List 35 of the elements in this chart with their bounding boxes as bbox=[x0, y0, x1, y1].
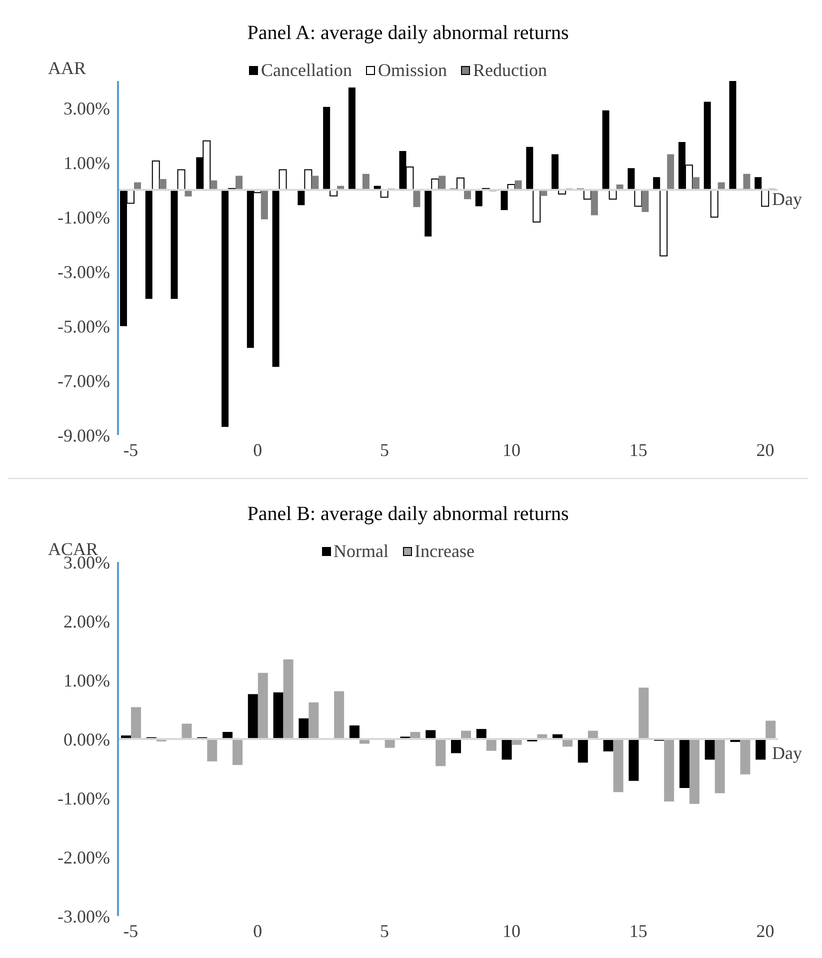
y-tick-label: 1.00% bbox=[64, 153, 110, 174]
y-tick-label: -3.00% bbox=[58, 262, 110, 282]
x-tick-label: 10 bbox=[502, 920, 520, 941]
x-tick-label: 10 bbox=[502, 440, 520, 460]
chart-title: Panel B: average daily abnormal returns bbox=[246, 502, 570, 527]
y-tick-label: -1.00% bbox=[58, 788, 110, 808]
legend-label: Omission bbox=[376, 60, 447, 81]
y-tick-label: 2.00% bbox=[64, 611, 110, 632]
x-tick-label: 5 bbox=[380, 920, 390, 941]
y-tick-label: -5.00% bbox=[58, 316, 110, 336]
x-tick-label: 20 bbox=[756, 920, 774, 941]
x-tick-label: 5 bbox=[380, 440, 390, 460]
y-tick-label: 0.00% bbox=[64, 729, 110, 750]
y-tick-label: -7.00% bbox=[58, 370, 110, 391]
y-tick-label: -9.00% bbox=[58, 425, 110, 446]
y-axis-title: AAR bbox=[48, 58, 86, 79]
y-tick-label: -2.00% bbox=[58, 847, 110, 868]
y-tick-label: -1.00% bbox=[58, 208, 110, 228]
x-axis-title: Day bbox=[772, 189, 802, 210]
y-tick-label: 3.00% bbox=[64, 98, 110, 119]
x-tick-label: -5 bbox=[123, 920, 138, 941]
x-tick-label: 0 bbox=[253, 440, 262, 460]
x-tick-label: 15 bbox=[629, 920, 648, 941]
x-tick-label: 0 bbox=[253, 920, 262, 941]
x-tick-label: -5 bbox=[123, 440, 138, 460]
x-tick-label: 20 bbox=[756, 440, 774, 460]
x-axis-title: Day bbox=[772, 742, 802, 764]
y-tick-label: 1.00% bbox=[64, 670, 110, 690]
x-tick-label: 15 bbox=[629, 440, 648, 460]
legend-label: Reduction bbox=[472, 60, 547, 81]
y-tick-label: -3.00% bbox=[58, 906, 110, 926]
legend-label: Increase bbox=[414, 541, 474, 562]
chart-title: Panel A: average daily abnormal returns bbox=[246, 21, 570, 46]
legend-label: Normal bbox=[332, 541, 389, 562]
legend-label: Cancellation bbox=[260, 60, 352, 81]
